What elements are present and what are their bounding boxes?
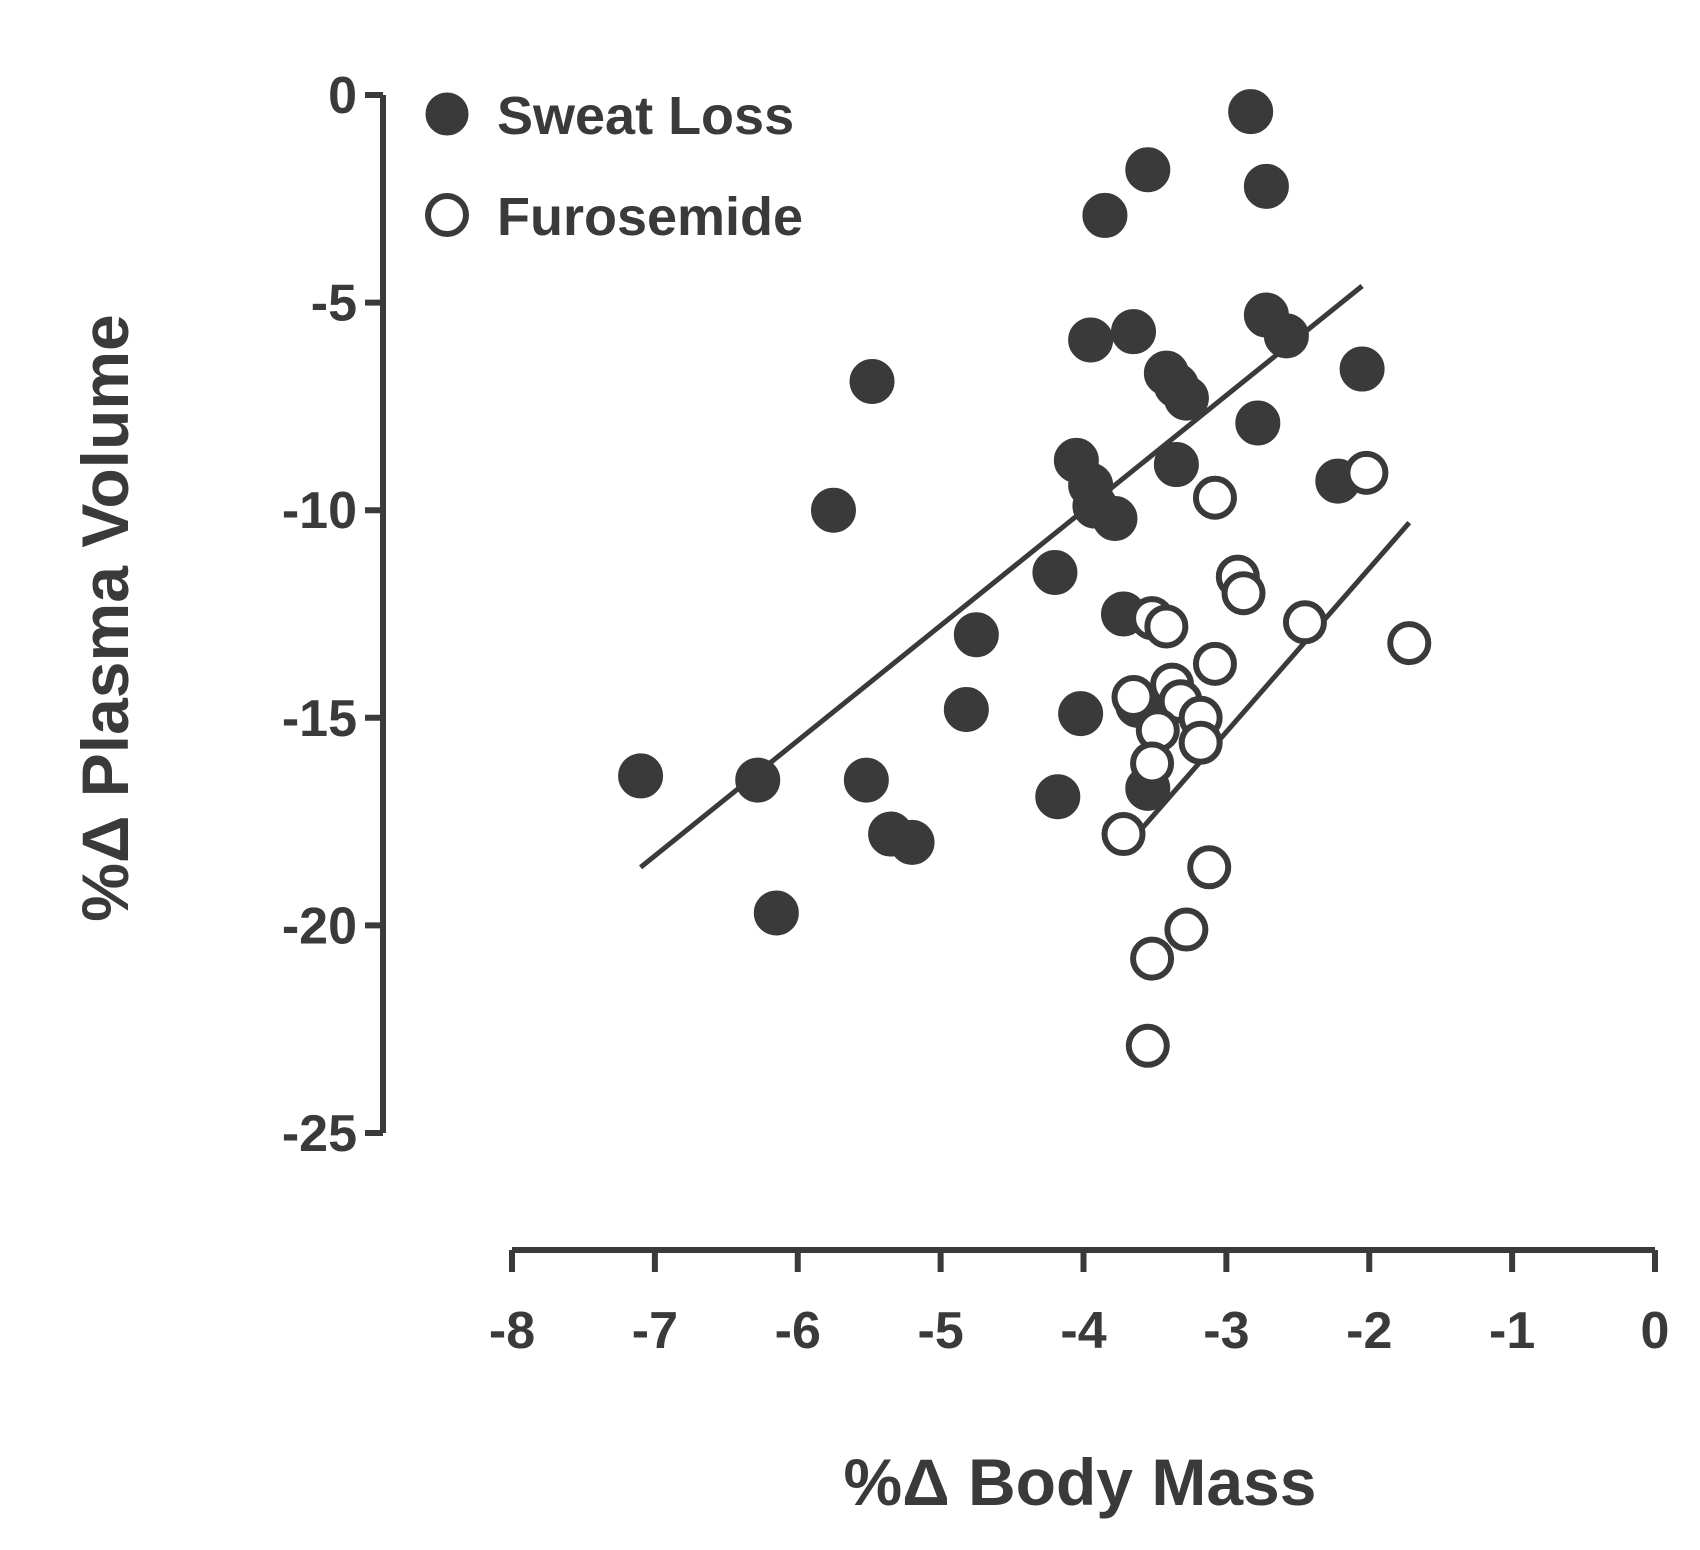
data-point-furosemide: [1111, 675, 1156, 720]
data-point-furosemide: [1130, 936, 1175, 981]
y-tick-label: -25: [282, 1105, 357, 1163]
data-point-furosemide: [1178, 720, 1223, 765]
data-point-furosemide: [1130, 741, 1175, 786]
data-point-sweat-loss: [1228, 89, 1274, 135]
plot-area: 0-5-10-15-20-25-8 -7 -6 -5 -4 -3 -2 -1 0: [282, 67, 1670, 1360]
data-point-sweat-loss: [849, 358, 895, 404]
data-point-furosemide: [1187, 845, 1232, 890]
data-point-furosemide: [1144, 604, 1189, 649]
data-point-sweat-loss: [1125, 147, 1171, 193]
data-point-sweat-loss: [843, 757, 889, 803]
data-point-furosemide: [1344, 450, 1389, 495]
legend-label-sweat-loss: Sweat Loss: [497, 86, 794, 146]
y-tick-label: 0: [328, 67, 357, 125]
data-point-furosemide: [1192, 475, 1237, 520]
data-point-sweat-loss: [1243, 163, 1289, 209]
x-axis-title: %Δ Body Mass: [844, 1445, 1317, 1519]
fit-line-furosemide: [1131, 521, 1412, 840]
data-point-sweat-loss: [1235, 400, 1281, 446]
data-point-sweat-loss: [1082, 192, 1128, 238]
data-point-sweat-loss: [889, 819, 935, 865]
data-point-sweat-loss: [1153, 442, 1199, 488]
x-tick-label: -2: [1346, 1302, 1392, 1360]
x-tick-label: -5: [918, 1302, 964, 1360]
data-point-furosemide: [1192, 641, 1237, 686]
data-point-sweat-loss: [953, 612, 999, 658]
x-tick-label: -4: [1060, 1302, 1106, 1360]
data-point-sweat-loss: [1111, 309, 1157, 355]
x-tick-label: -6: [775, 1302, 821, 1360]
data-point-furosemide: [1387, 621, 1432, 666]
data-point-sweat-loss: [753, 890, 799, 936]
data-point-sweat-loss: [1092, 496, 1138, 542]
y-axis-title: %Δ Plasma Volume: [68, 314, 142, 921]
legend: Sweat Loss Furosemide: [425, 86, 803, 247]
data-point-sweat-loss: [1058, 691, 1104, 737]
x-tick-label: -7: [632, 1302, 678, 1360]
y-tick-label: -20: [282, 897, 357, 955]
x-tick-label: -8: [489, 1302, 535, 1360]
data-point-furosemide: [1282, 600, 1327, 645]
data-point-sweat-loss: [1339, 346, 1385, 392]
y-tick-label: -5: [311, 275, 357, 333]
legend-marker-sweat-loss: [425, 92, 469, 136]
data-point-sweat-loss: [1163, 375, 1209, 421]
data-point-sweat-loss: [618, 753, 664, 799]
data-point-furosemide: [1125, 1023, 1170, 1068]
data-point-sweat-loss: [1035, 774, 1081, 820]
x-tick-label: -1: [1489, 1302, 1535, 1360]
legend-label-furosemide: Furosemide: [497, 187, 803, 247]
data-point-furosemide: [1101, 812, 1146, 857]
data-point-furosemide: [1164, 907, 1209, 952]
data-point-sweat-loss: [810, 487, 856, 533]
y-tick-label: -15: [282, 690, 357, 748]
data-point-sweat-loss: [943, 686, 989, 732]
data-point-furosemide: [1221, 571, 1266, 616]
data-point-sweat-loss: [1263, 313, 1309, 359]
data-point-sweat-loss: [735, 757, 781, 803]
data-point-sweat-loss: [1032, 549, 1078, 595]
y-tick-label: -10: [282, 482, 357, 540]
x-tick-label: -3: [1203, 1302, 1249, 1360]
data-point-sweat-loss: [1068, 317, 1114, 363]
x-tick-label: 0: [1641, 1302, 1670, 1360]
legend-marker-furosemide: [425, 193, 469, 237]
